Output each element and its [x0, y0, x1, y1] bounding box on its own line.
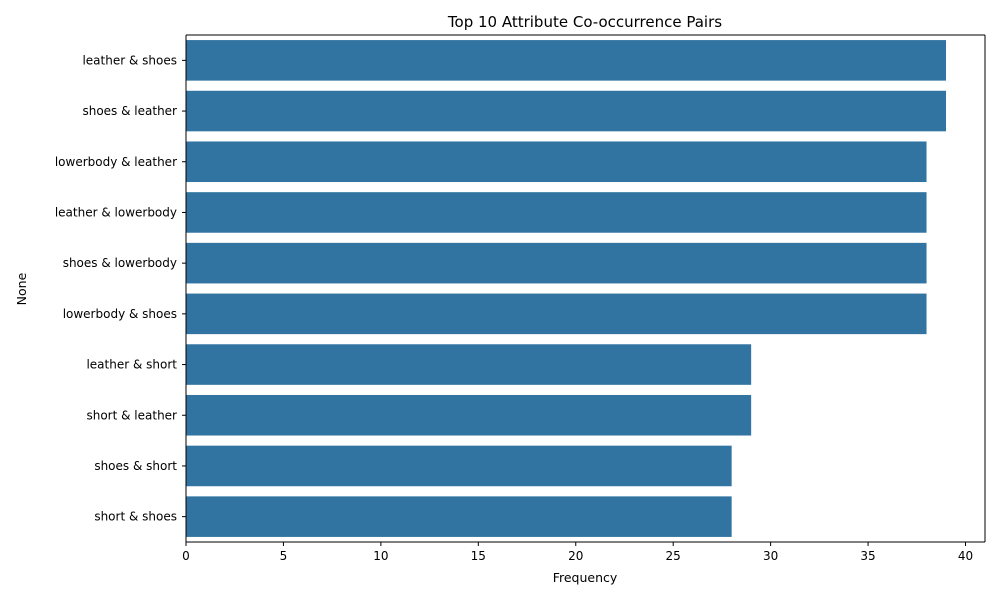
- chart-title: Top 10 Attribute Co-occurrence Pairs: [447, 13, 722, 31]
- y-axis-label: None: [14, 272, 29, 305]
- x-axis-label: Frequency: [553, 570, 618, 585]
- bar-5: [186, 293, 927, 335]
- bar-8: [186, 445, 732, 487]
- bar-0: [186, 40, 947, 81]
- x-tick-label-2: 10: [373, 549, 388, 563]
- x-tick-label-3: 15: [471, 549, 486, 563]
- y-tick-label-9: short & shoes: [94, 510, 177, 524]
- bar-3: [186, 192, 927, 233]
- x-tick-label-4: 20: [568, 549, 583, 563]
- x-tick-label-0: 0: [182, 549, 190, 563]
- y-tick-label-5: lowerbody & shoes: [63, 307, 177, 321]
- bar-6: [186, 344, 752, 385]
- bar-9: [186, 496, 732, 537]
- bar-4: [186, 242, 927, 284]
- y-tick-label-4: shoes & lowerbody: [63, 256, 177, 270]
- bars-group: [186, 40, 947, 537]
- x-tick-label-7: 35: [860, 549, 875, 563]
- y-tick-label-8: shoes & short: [94, 459, 177, 473]
- bar-7: [186, 394, 752, 436]
- y-tick-label-2: lowerbody & leather: [55, 155, 177, 169]
- x-tick-label-6: 30: [763, 549, 778, 563]
- y-tick-label-6: leather & short: [86, 358, 177, 372]
- y-tick-label-7: short & leather: [86, 408, 177, 422]
- x-ticks: 0 5 10 15 20 25 30 35 40: [182, 542, 973, 563]
- bar-2: [186, 141, 927, 183]
- x-tick-label-5: 25: [666, 549, 681, 563]
- y-tick-label-1: shoes & leather: [82, 104, 177, 118]
- x-tick-label-1: 5: [280, 549, 288, 563]
- bar-1: [186, 90, 947, 132]
- y-tick-label-0: leather & shoes: [82, 53, 177, 67]
- y-tick-label-3: leather & lowerbody: [55, 205, 177, 219]
- x-tick-label-8: 40: [958, 549, 973, 563]
- y-tick-labels: leather & shoes shoes & leather lowerbody …: [55, 53, 186, 524]
